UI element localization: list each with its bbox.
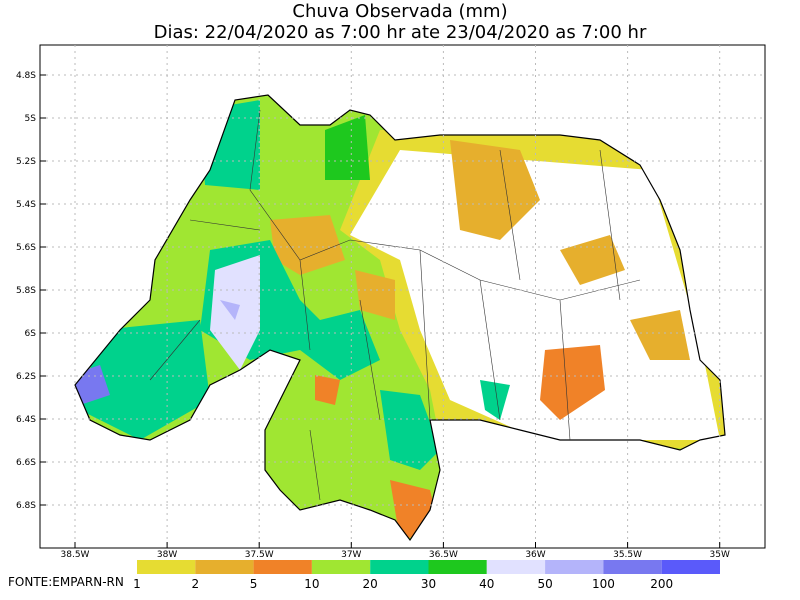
subtitle: Dias: 22/04/2020 as 7:00 hr ate 23/04/20… <box>154 22 647 43</box>
x-tick-label: 37W <box>341 550 361 560</box>
x-tick-label: 38.5W <box>61 550 90 560</box>
legend-label: 5 <box>250 577 258 591</box>
x-tick-label: 36W <box>525 550 545 560</box>
x-tick-label: 35W <box>710 550 730 560</box>
legend-swatch <box>603 560 662 574</box>
x-tick-label: 37.5W <box>245 550 274 560</box>
title: Chuva Observada (mm) <box>292 1 507 22</box>
y-tick-label: 6S <box>25 329 37 339</box>
y-tick-label: 6.8S <box>16 501 36 511</box>
y-tick-label: 5.6S <box>16 243 36 253</box>
legend-label: 100 <box>592 577 615 591</box>
rainfall-field <box>75 95 725 540</box>
y-tick-label: 5S <box>25 114 37 124</box>
map-frame <box>39 44 766 549</box>
x-tick-label: 35.5W <box>613 550 642 560</box>
y-tick-label: 6.4S <box>16 415 36 425</box>
y-tick-label: 5.8S <box>16 286 36 296</box>
y-tick-label: 5.4S <box>16 200 36 210</box>
municipal-borders <box>149 109 641 501</box>
legend-swatch <box>486 560 546 574</box>
legend-label: 1 <box>133 577 141 591</box>
y-tick-label: 4.8S <box>16 71 36 81</box>
legend-label: 40 <box>479 577 494 591</box>
x-tick-label: 38W <box>157 550 177 560</box>
y-tick-label: 6.2S <box>16 372 36 382</box>
legend-swatch <box>195 560 254 574</box>
legend-label: 2 <box>191 577 199 591</box>
legend-label: 50 <box>537 577 552 591</box>
legend-label: 10 <box>304 577 319 591</box>
y-tick-label: 5.2S <box>16 157 36 167</box>
legend-swatch <box>370 560 429 574</box>
legend-label: 30 <box>421 577 436 591</box>
source-note: FONTE:EMPARN-RN <box>8 575 124 589</box>
legend-swatch <box>661 560 720 574</box>
legend-swatch <box>545 560 604 574</box>
legend-swatch <box>253 560 312 574</box>
x-tick-label: 36.5W <box>429 550 458 560</box>
y-tick-label: 6.6S <box>16 458 36 468</box>
legend-label: 20 <box>363 577 378 591</box>
legend-swatch <box>311 560 371 574</box>
legend-swatch <box>137 560 196 574</box>
legend-swatch <box>428 560 487 574</box>
legend-label: 200 <box>650 577 673 591</box>
